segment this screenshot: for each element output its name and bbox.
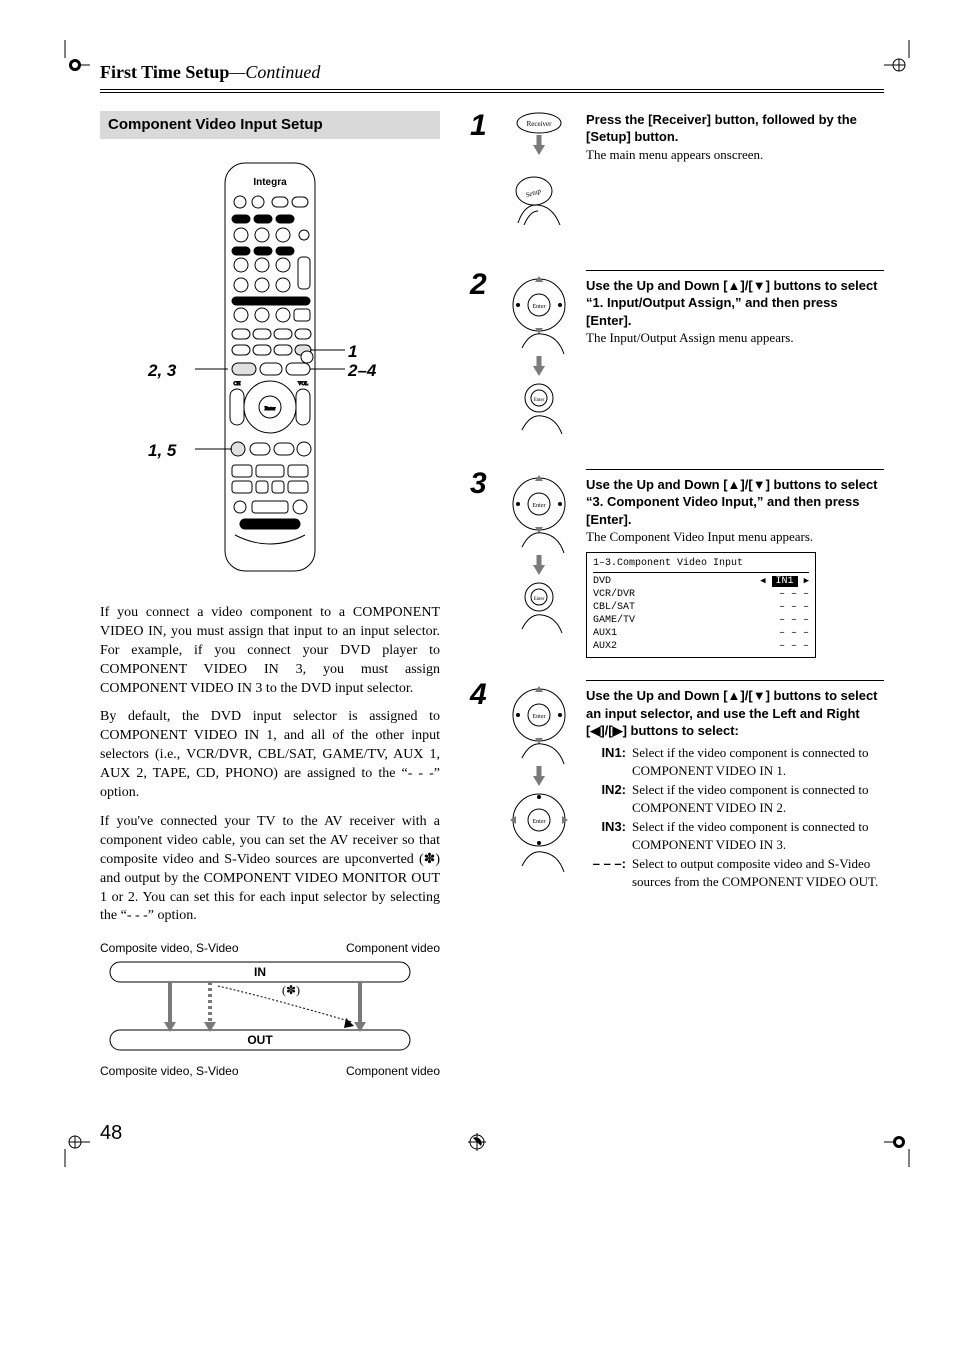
option-key: IN2: [586,781,626,816]
svg-text:Receiver: Receiver [527,120,553,128]
option-desc: Select if the video component is connect… [632,744,884,779]
crop-mark-icon [40,40,90,90]
step-bold: Press the [Receiver] button, followed by… [586,112,857,145]
step-graphic: Receiver Setup [504,111,574,248]
svg-text:Enter: Enter [533,304,546,310]
option-row: IN1:Select if the video component is con… [586,744,884,779]
option-desc: Select to output composite video and S-V… [632,855,884,890]
steps-column: 1 Receiver Setup Press the [Receiver] bu… [470,111,884,1080]
svg-text:CH: CH [234,382,241,387]
menu-title: 1–3.Component Video Input [593,557,809,574]
svg-text:Enter: Enter [534,398,545,403]
step-bold: Use the Up and Down [▲]/[▼] buttons to s… [586,688,878,738]
svg-text:Integra: Integra [253,177,287,188]
step-plain: The Input/Output Assign menu appears. [586,330,794,345]
step-row: 1 Receiver Setup Press the [Receiver] bu… [470,111,884,248]
in-label: IN [254,965,266,979]
svg-text:Enter: Enter [533,714,546,720]
step-bold: Use the Up and Down [▲]/[▼] buttons to s… [586,278,878,328]
crop-mark-icon [40,1117,90,1167]
option-desc: Select if the video component is connect… [632,781,884,816]
option-row: – – –:Select to output composite video a… [586,855,884,890]
step-bold: Use the Up and Down [▲]/[▼] buttons to s… [586,477,878,527]
onscreen-menu: 1–3.Component Video Input DVD◀ IN1 ▶VCR/… [586,552,816,659]
step-row: 3 Enter Enter [470,469,884,659]
option-row: IN3:Select if the video component is con… [586,818,884,853]
paragraph: If you've connected your TV to the AV re… [100,813,440,926]
step-number: 3 [470,469,492,659]
callout-label: 2–4 [348,360,376,383]
paragraph: If you connect a video component to a CO… [100,604,440,698]
menu-row: DVD◀ IN1 ▶ [593,575,809,588]
crop-mark-icon [884,40,934,90]
option-key: IN1: [586,744,626,779]
flow-label: Component video [346,940,440,956]
step-row: 2 Enter Enter [470,270,884,447]
menu-row: VCR/DVR– – – [593,588,809,601]
remote-diagram: Integra [100,157,440,584]
menu-row: AUX2– – – [593,640,809,653]
option-row: IN2:Select if the video component is con… [586,781,884,816]
flow-label: Composite video, S-Video [100,1063,239,1079]
option-key: IN3: [586,818,626,853]
step-number: 1 [470,111,492,248]
callout-label: 1, 5 [148,440,176,463]
signal-flow-diagram: Composite video, S-Video Component video… [100,940,440,1079]
svg-text:Enter: Enter [533,819,546,825]
crop-mark-icon [452,1117,502,1167]
section-banner: Component Video Input Setup [100,111,440,139]
svg-text:VOL: VOL [298,382,308,387]
paragraph: By default, the DVD input selector is as… [100,708,440,802]
option-key: – – –: [586,855,626,890]
menu-row: AUX1– – – [593,627,809,640]
out-label: OUT [247,1033,273,1047]
option-desc: Select if the video component is connect… [632,818,884,853]
option-list: IN1:Select if the video component is con… [586,744,884,890]
step-graphic: Enter Enter [504,680,574,907]
svg-text:Enter: Enter [265,407,276,412]
step-number: 2 [470,270,492,447]
flow-label: Composite video, S-Video [100,940,239,956]
step-graphic: Enter Enter [504,469,574,659]
svg-text:(✽): (✽) [282,983,300,997]
menu-row: CBL/SAT– – – [593,601,809,614]
step-plain: The Component Video Input menu appears. [586,529,813,544]
svg-text:Enter: Enter [533,503,546,509]
crop-mark-icon [884,1117,934,1167]
callout-label: 2, 3 [148,360,176,383]
header-title: First Time Setup [100,62,229,82]
page-header: First Time Setup—Continued [100,60,884,93]
menu-row: GAME/TV– – – [593,614,809,627]
flow-label: Component video [346,1063,440,1079]
step-graphic: Enter Enter [504,270,574,447]
svg-text:Enter: Enter [534,597,545,602]
step-plain: The main menu appears onscreen. [586,147,763,162]
step-number: 4 [470,680,492,907]
step-row: 4 Enter Enter [470,680,884,907]
header-suffix: —Continued [229,62,320,82]
